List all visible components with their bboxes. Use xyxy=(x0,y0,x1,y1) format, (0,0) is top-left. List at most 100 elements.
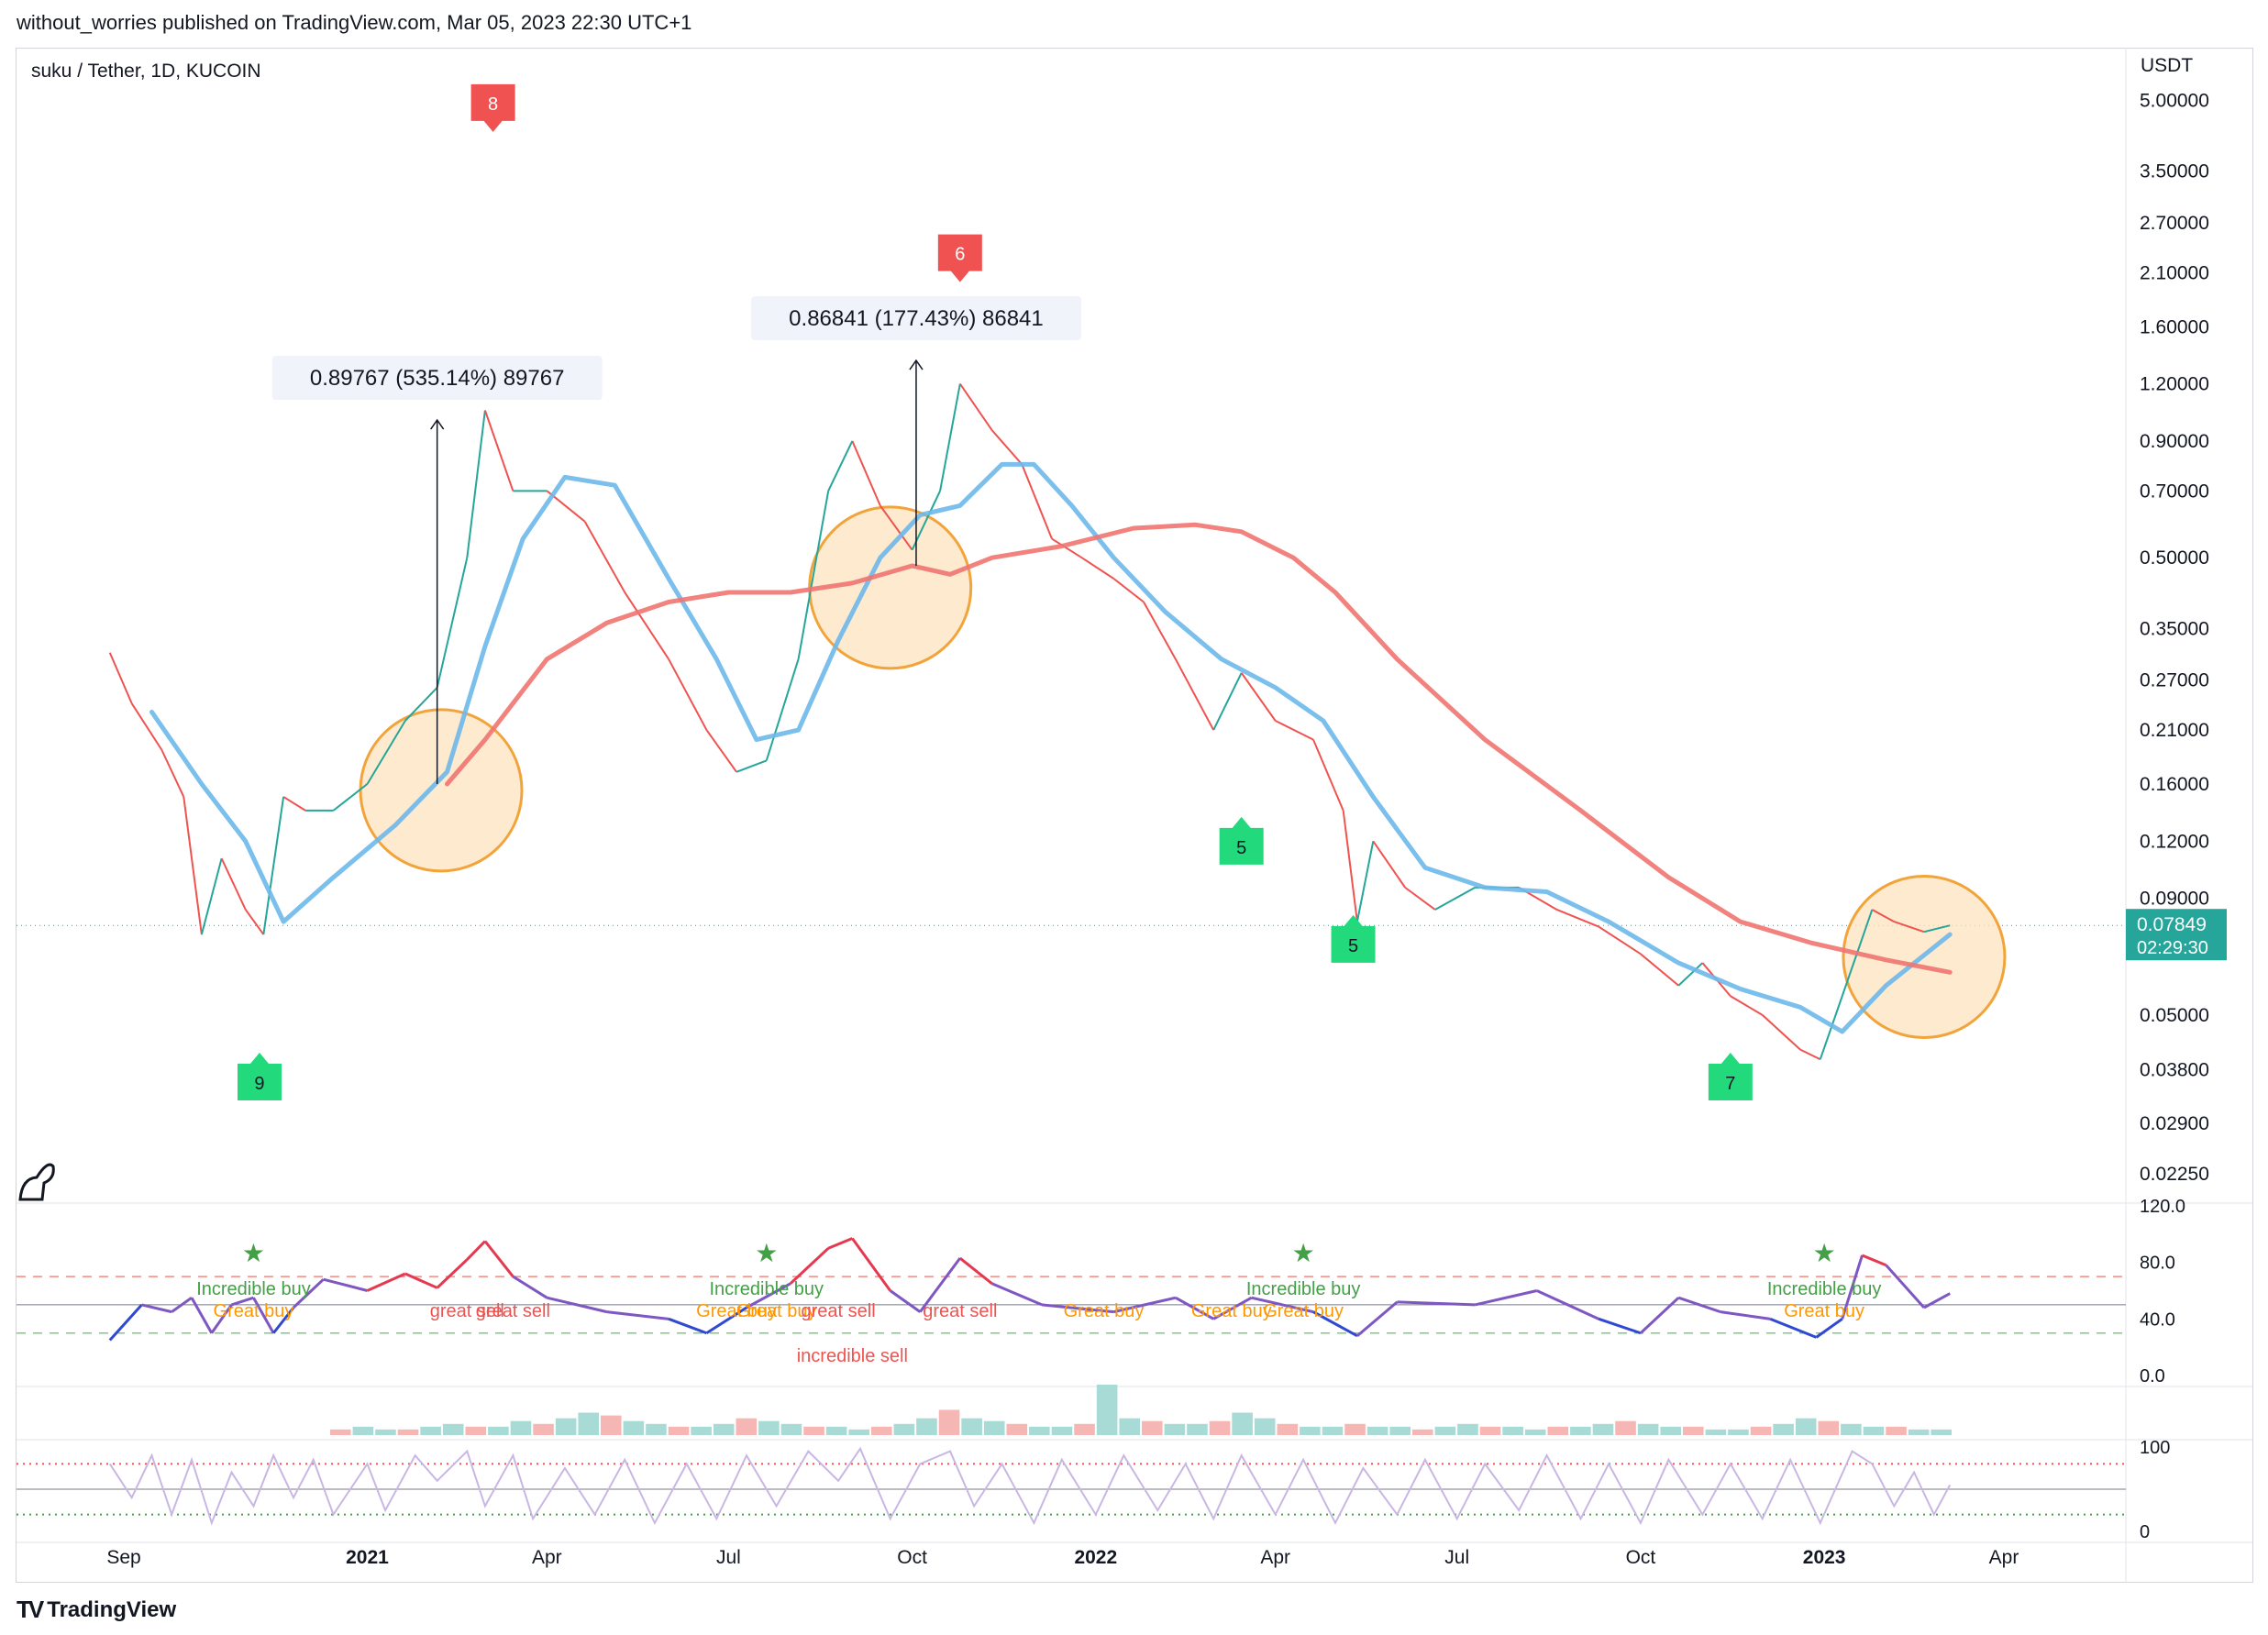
price-segment xyxy=(108,652,133,704)
price-segment xyxy=(1051,537,1083,559)
price-segment xyxy=(1240,672,1277,722)
volume-bar xyxy=(1795,1418,1817,1435)
volume-bar xyxy=(1570,1426,1591,1435)
price-segment xyxy=(1640,953,1679,987)
osc-segment xyxy=(436,1258,469,1289)
x-tick-label: 2023 xyxy=(1803,1547,1846,1568)
osc-segment xyxy=(1355,1300,1399,1337)
volume-bar xyxy=(1029,1426,1050,1435)
tradingview-logo-icon: TV xyxy=(17,1596,44,1623)
price-segment xyxy=(624,591,669,660)
buy-signal-count: 9 xyxy=(254,1074,264,1094)
osc-signal-label: incredible sell xyxy=(797,1346,908,1366)
volume-bar xyxy=(1412,1429,1433,1435)
y-tick-label: 0.03800 xyxy=(2140,1059,2209,1080)
volume-bar xyxy=(1524,1429,1546,1435)
chart-title: suku / Tether, 1D, KUCOIN xyxy=(31,61,261,82)
osc-segment xyxy=(789,1247,830,1285)
price-segment xyxy=(939,383,961,492)
osc-segment xyxy=(272,1307,295,1334)
y-tick-label: 2.10000 xyxy=(2140,262,2209,283)
osc-segment xyxy=(210,1304,233,1334)
y-tick-label: 5.00000 xyxy=(2140,90,2209,111)
price-segment xyxy=(1730,995,1764,1016)
osc-signal-label: Great buy xyxy=(1784,1301,1864,1321)
osc-segment xyxy=(1677,1296,1721,1314)
volume-bar xyxy=(1187,1423,1208,1435)
price-segment xyxy=(404,687,438,722)
moving-average-fast-line xyxy=(149,461,1953,1034)
volume-bar xyxy=(736,1418,758,1435)
buy-signal-marker xyxy=(1708,1053,1753,1101)
price-segment xyxy=(797,491,830,660)
volume-bar xyxy=(1277,1423,1299,1435)
volume-bar xyxy=(330,1429,351,1435)
price-segment xyxy=(1372,840,1406,889)
osc-segment xyxy=(1639,1297,1680,1334)
y-tick-label: 0.02250 xyxy=(2140,1164,2209,1185)
volume-bar xyxy=(1479,1426,1501,1435)
price-segment xyxy=(851,440,881,506)
osc-segment xyxy=(889,1289,922,1313)
price-segment xyxy=(200,857,223,935)
buy-signal-count: 5 xyxy=(1236,838,1246,858)
x-tick-label: Jul xyxy=(716,1547,741,1568)
osc-segment xyxy=(1885,1264,1926,1309)
volume-bar xyxy=(848,1429,869,1435)
price-segment xyxy=(1598,925,1642,956)
buy-signal-count: 7 xyxy=(1725,1074,1735,1094)
osc-segment xyxy=(466,1240,486,1261)
stoch-y-tick-label: 0 xyxy=(2140,1522,2150,1542)
y-tick-label: 0.70000 xyxy=(2140,481,2209,502)
volume-bar xyxy=(397,1429,419,1435)
volume-bar xyxy=(623,1420,645,1435)
volume-bar xyxy=(1164,1423,1186,1435)
osc-segment xyxy=(1212,1296,1253,1320)
price-segment xyxy=(1923,924,1951,933)
price-segment xyxy=(483,410,514,492)
price-segment xyxy=(736,759,768,773)
osc-segment xyxy=(1720,1310,1771,1320)
price-segment xyxy=(1762,1014,1801,1051)
volume-bar xyxy=(1096,1385,1118,1435)
volume-bar xyxy=(691,1426,712,1435)
osc-segment xyxy=(108,1303,143,1342)
volume-bar xyxy=(646,1423,667,1435)
x-tick-label: 2021 xyxy=(346,1547,389,1568)
osc-segment xyxy=(606,1310,669,1320)
osc-segment xyxy=(547,1296,607,1314)
y-tick-label: 0.21000 xyxy=(2140,720,2209,741)
price-segment xyxy=(1174,658,1215,731)
osc-segment xyxy=(668,1317,707,1335)
footer-brand[interactable]: TV TradingView xyxy=(17,1596,176,1624)
osc-segment xyxy=(323,1277,368,1292)
osc-segment xyxy=(1175,1296,1214,1320)
volume-bar xyxy=(803,1426,824,1435)
volume-bar xyxy=(1232,1412,1253,1435)
volume-bar xyxy=(1300,1426,1321,1435)
price-segment xyxy=(466,410,486,558)
buy-signal-count: 5 xyxy=(1348,936,1358,956)
volume-bar xyxy=(1366,1426,1388,1435)
price-segment xyxy=(959,383,993,431)
volume-bar xyxy=(1683,1426,1704,1435)
y-tick-label: 0.90000 xyxy=(2140,431,2209,452)
osc-segment xyxy=(512,1275,548,1299)
sell-signal-count: 8 xyxy=(488,94,498,115)
volume-bar xyxy=(510,1420,532,1435)
volume-bar xyxy=(1818,1420,1840,1435)
osc-segment xyxy=(958,1256,993,1285)
osc-segment xyxy=(252,1297,275,1334)
price-segment xyxy=(262,796,285,935)
volume-bar xyxy=(1389,1426,1411,1435)
price-segment xyxy=(583,521,626,593)
star-icon: ★ xyxy=(1292,1238,1315,1268)
volume-bar xyxy=(555,1418,577,1435)
volume-bar xyxy=(1209,1420,1231,1435)
price-segment xyxy=(1342,810,1358,922)
volume-bar xyxy=(961,1418,982,1435)
volume-bar xyxy=(983,1420,1005,1435)
volume-bar xyxy=(375,1429,396,1435)
volume-bar xyxy=(1750,1426,1772,1435)
